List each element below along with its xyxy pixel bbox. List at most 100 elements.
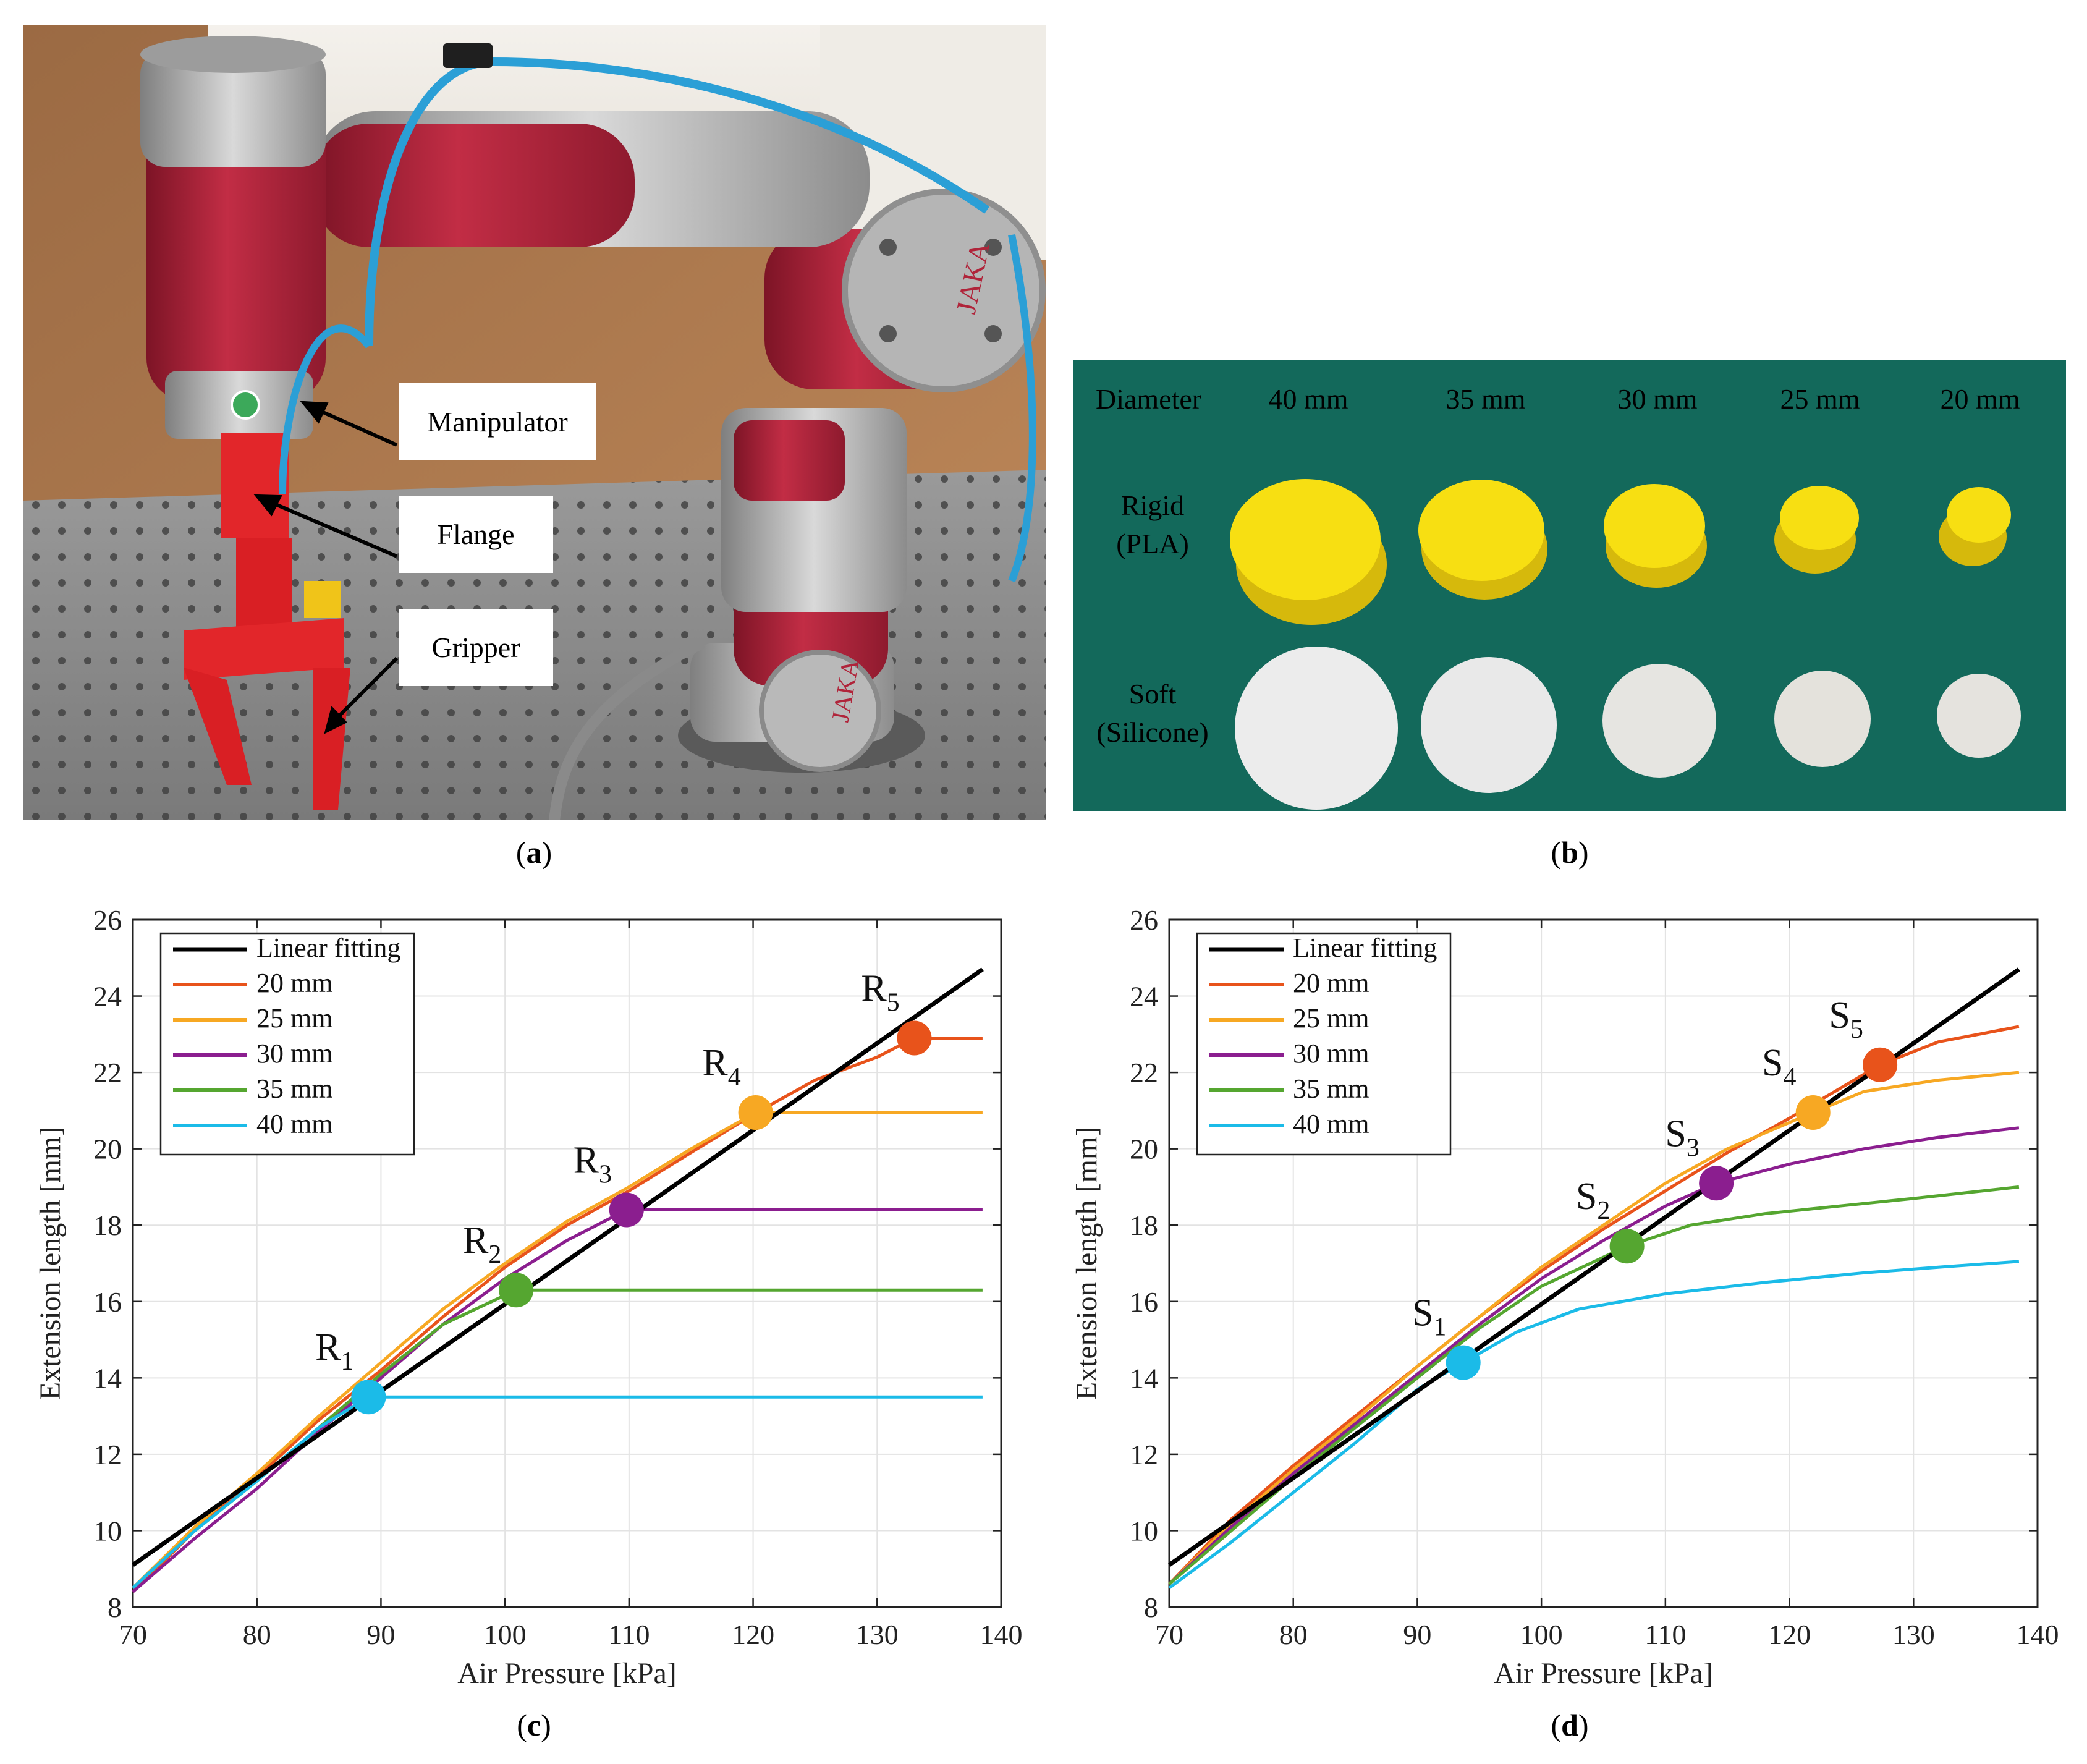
marker-label-s3: S3: [1665, 1113, 1699, 1162]
y-tick-label: 22: [93, 1057, 122, 1088]
x-tick-label: 100: [484, 1619, 527, 1650]
diameter-40: 40 mm: [1268, 383, 1348, 415]
y-tick-label: 8: [1144, 1592, 1158, 1623]
plot-frame: [132, 918, 1002, 1608]
rigid-sample-35: [1418, 480, 1547, 600]
diameter-20: 20 mm: [1940, 383, 2020, 415]
row-label-rigid: Rigid: [1121, 490, 1184, 521]
marker-r5: [897, 1020, 932, 1056]
legend-label: 20 mm: [1293, 968, 1369, 998]
marker-label-r4: R4: [702, 1042, 740, 1092]
rigid-sample-20: [1939, 487, 2011, 566]
legend-label: Linear fitting: [1293, 933, 1437, 963]
y-tick-label: 8: [108, 1592, 122, 1623]
x-tick-label: 110: [1645, 1619, 1686, 1650]
marker-label-r5: R5: [861, 968, 899, 1017]
y-tick-label: 18: [1130, 1210, 1158, 1241]
y-tick-label: 12: [93, 1439, 122, 1470]
y-tick-label: 12: [1130, 1439, 1158, 1470]
callout-flange: Flange: [399, 496, 553, 573]
soft-sample-20: [1937, 674, 2021, 758]
row-label-soft: Soft: [1129, 678, 1177, 710]
series-line-20-mm: [132, 1037, 983, 1593]
legend: [1196, 932, 1452, 1156]
y-tick-label: 24: [1130, 981, 1158, 1012]
marker-label-s2: S2: [1576, 1176, 1610, 1225]
y-tick-label: 10: [1130, 1515, 1158, 1546]
marker-r1: [351, 1380, 386, 1415]
panel-b-photo: Diameter 40 mm 35 mm 30 mm 25 mm 20 mm R…: [1073, 360, 2066, 811]
marker-s2: [1609, 1229, 1645, 1264]
callout-gripper: Gripper: [399, 609, 553, 686]
soft-sample-30: [1602, 664, 1716, 778]
marker-s5: [1863, 1047, 1898, 1082]
y-axis-label: Extension length [mm]: [34, 1127, 67, 1401]
caption-d: (d): [1551, 1708, 1589, 1742]
samples-photo: Diameter 40 mm 35 mm 30 mm 25 mm 20 mm R…: [1096, 383, 2021, 810]
robot-arm-photo: JAKA JAKA: [23, 25, 1046, 820]
y-tick-label: 24: [93, 981, 122, 1012]
marker-label-s1: S1: [1412, 1292, 1446, 1342]
y-tick-label: 26: [93, 904, 122, 936]
y-tick-label: 10: [93, 1515, 122, 1546]
legend-label: 30 mm: [1293, 1038, 1369, 1069]
y-axis-label: Extension length [mm]: [1070, 1127, 1103, 1401]
caption-c: (c): [517, 1708, 551, 1742]
legend-label: 25 mm: [1293, 1003, 1369, 1033]
marker-label-s5: S5: [1829, 994, 1863, 1044]
x-tick-label: 70: [1155, 1619, 1183, 1650]
y-tick-label: 20: [1130, 1134, 1158, 1165]
legend-label: 20 mm: [256, 968, 332, 998]
x-tick-label: 120: [732, 1619, 774, 1650]
x-tick-label: 130: [856, 1619, 899, 1650]
legend-label: 25 mm: [256, 1003, 332, 1033]
x-axis-label: Air Pressure [kPa]: [1494, 1657, 1713, 1690]
legend-label: 40 mm: [256, 1109, 332, 1139]
diameter-30: 30 mm: [1617, 383, 1697, 415]
marker-r3: [609, 1192, 644, 1228]
x-tick-label: 130: [1892, 1619, 1935, 1650]
legend: [159, 932, 415, 1156]
caption-a: (a): [515, 835, 552, 870]
soft-sample-25: [1774, 671, 1871, 767]
callout-manipulator: Manipulator: [399, 383, 596, 460]
row-label-rigid-material: (PLA): [1116, 528, 1189, 559]
chart-d: 70 80 90 100 110 120 130 140 8 10 12 14 16 18 20 22 24 26…: [1070, 904, 2059, 1690]
series-line-25-mm: [1168, 1071, 2020, 1585]
series-line-25-mm: [132, 1111, 983, 1589]
chart-c: 70 80 90 100 110 120 130 140 8 10 12 14 16 18 20 22 24 26…: [34, 904, 1023, 1690]
diameter-35: 35 mm: [1446, 383, 1525, 415]
marker-s3: [1699, 1166, 1734, 1201]
marker-label-r2: R2: [463, 1219, 501, 1269]
legend-label: 30 mm: [256, 1038, 332, 1069]
x-tick-label: 140: [980, 1619, 1023, 1650]
x-tick-label: 110: [608, 1619, 650, 1650]
x-tick-label: 90: [1403, 1619, 1431, 1650]
y-tick-label: 20: [93, 1134, 122, 1165]
y-tick-label: 14: [1130, 1362, 1158, 1394]
panel-a-photo: JAKA JAKA: [23, 25, 1046, 820]
soft-sample-40: [1235, 647, 1398, 810]
soft-sample-35: [1421, 657, 1557, 793]
rigid-sample-40: [1230, 479, 1387, 625]
diameter-header: Diameter: [1096, 383, 1201, 415]
x-tick-label: 100: [1520, 1619, 1563, 1650]
legend-label: 35 mm: [1293, 1074, 1369, 1104]
row-label-soft-material: (Silicone): [1096, 716, 1208, 748]
y-tick-label: 16: [1130, 1286, 1158, 1318]
y-tick-label: 26: [1130, 904, 1158, 936]
series-line-30-mm: [1168, 1126, 2020, 1585]
y-tick-label: 22: [1130, 1057, 1158, 1088]
marker-s1: [1446, 1345, 1481, 1380]
marker-s4: [1795, 1095, 1831, 1130]
y-tick-label: 16: [93, 1286, 122, 1318]
y-tick-label: 14: [93, 1362, 122, 1394]
y-tick-label: 18: [93, 1210, 122, 1241]
rigid-sample-30: [1604, 484, 1707, 588]
diameter-25: 25 mm: [1780, 383, 1860, 415]
rigid-sample-25: [1774, 486, 1859, 574]
series-line-linear-fitting: [131, 967, 984, 1567]
caption-b: (b): [1551, 835, 1589, 870]
marker-label-r1: R1: [315, 1326, 353, 1376]
legend-label: 35 mm: [256, 1074, 332, 1104]
